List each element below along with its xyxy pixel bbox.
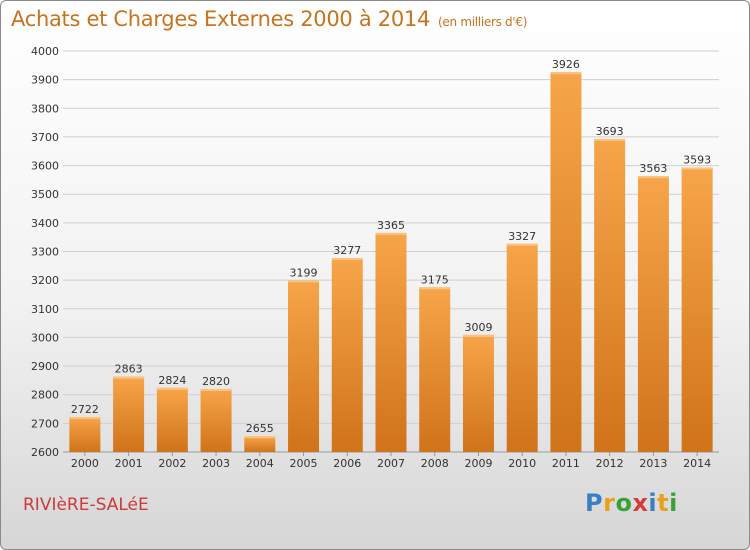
bar-2001 xyxy=(113,376,145,452)
y-tick-label: 3300 xyxy=(31,246,59,259)
y-tick-label: 3700 xyxy=(31,131,59,144)
bar-top-edge xyxy=(550,72,582,75)
data-label: 3199 xyxy=(290,266,318,279)
x-tick-label: 2009 xyxy=(464,457,492,470)
x-tick-label: 2012 xyxy=(596,457,624,470)
y-tick-label: 3800 xyxy=(31,102,59,115)
logo-letter: x xyxy=(632,489,649,517)
logo-letter: i xyxy=(648,489,658,517)
y-tick-label: 2800 xyxy=(31,389,59,402)
y-tick-label: 3500 xyxy=(31,188,59,201)
bar-2011 xyxy=(550,72,582,453)
bar-top-edge xyxy=(637,176,669,179)
logo-letter: o xyxy=(615,489,633,517)
x-tick-label: 2008 xyxy=(421,457,449,470)
bar-top-edge xyxy=(69,417,101,420)
bar-top-edge xyxy=(462,334,494,337)
data-label: 3693 xyxy=(596,125,624,138)
x-tick-label: 2006 xyxy=(333,457,361,470)
bar-2006 xyxy=(331,258,363,452)
x-tick-label: 2000 xyxy=(71,457,99,470)
data-label: 3593 xyxy=(683,154,711,167)
y-tick-label: 3200 xyxy=(31,274,59,287)
x-tick-label: 2003 xyxy=(202,457,230,470)
bar-top-edge xyxy=(375,232,407,235)
bar-2005 xyxy=(288,280,320,452)
bar-top-edge xyxy=(156,387,188,390)
proxiti-logo: Proxiti xyxy=(585,489,678,517)
data-label: 2655 xyxy=(246,422,274,435)
bar-top-edge xyxy=(506,243,538,246)
bar-2012 xyxy=(594,138,626,452)
y-axis: 2600 2700 2800 2900 3000 3100 3200 3300 3400 3500… xyxy=(31,45,59,459)
bar-2007 xyxy=(375,232,407,452)
y-tick-label: 3900 xyxy=(31,74,59,87)
bar-top-edge xyxy=(113,376,145,379)
data-label: 2722 xyxy=(71,403,99,416)
bar-2000 xyxy=(69,417,101,452)
bar-2003 xyxy=(200,388,232,452)
bar-2004 xyxy=(244,436,276,452)
logo-letter: t xyxy=(657,489,670,517)
title-text: Achats et Charges Externes 2000 à 2014 xyxy=(11,7,431,31)
bar-top-edge xyxy=(200,388,232,391)
y-tick-label: 2700 xyxy=(31,417,59,430)
bar-2002 xyxy=(156,387,188,452)
data-label: 3277 xyxy=(333,244,361,257)
bars: 2722 2863 2824 2820 2655 3199 3277 3365 3175 3009… xyxy=(69,58,713,453)
data-label: 3175 xyxy=(421,273,449,286)
bar-2013 xyxy=(637,176,669,452)
x-tick-label: 2010 xyxy=(508,457,536,470)
bar-top-edge xyxy=(594,138,626,141)
bar-top-edge xyxy=(681,167,713,170)
x-tick-label: 2014 xyxy=(683,457,711,470)
x-tick-label: 2004 xyxy=(246,457,274,470)
bar-top-edge xyxy=(419,287,451,290)
x-tick-label: 2005 xyxy=(290,457,318,470)
y-tick-label: 3600 xyxy=(31,160,59,173)
data-label: 2824 xyxy=(158,374,186,387)
data-label: 3563 xyxy=(639,162,667,175)
y-tick-label: 3000 xyxy=(31,331,59,344)
commune-name: RIVIèRE-SALéE xyxy=(23,495,149,515)
y-tick-label: 2900 xyxy=(31,360,59,373)
x-tick-label: 2002 xyxy=(158,457,186,470)
bar-top-edge xyxy=(288,280,320,283)
bar-2014 xyxy=(681,167,713,453)
data-label: 3365 xyxy=(377,219,405,232)
x-tick-label: 2001 xyxy=(115,457,143,470)
logo-letter: i xyxy=(669,489,678,517)
bar-top-edge xyxy=(331,258,363,261)
y-tick-label: 2600 xyxy=(31,446,59,459)
logo-letter: r xyxy=(603,489,616,517)
x-tick-label: 2013 xyxy=(639,457,667,470)
bar-2009 xyxy=(462,334,494,452)
x-tick-label: 2011 xyxy=(552,457,580,470)
logo-letter: P xyxy=(585,489,604,517)
data-label: 3926 xyxy=(552,58,580,71)
y-tick-label: 3400 xyxy=(31,217,59,230)
x-tick-label: 2007 xyxy=(377,457,405,470)
data-label: 3009 xyxy=(464,321,492,334)
bar-2008 xyxy=(419,287,451,452)
unit-label: (en milliers d'€) xyxy=(438,15,528,29)
data-label: 3327 xyxy=(508,230,536,243)
data-label: 2820 xyxy=(202,375,230,388)
y-tick-label: 3100 xyxy=(31,303,59,316)
chart-title: Achats et Charges Externes 2000 à 2014 (e… xyxy=(11,7,527,31)
x-axis: 2000 2001 2002 2003 2004 2005 2006 2007 2008 2009… xyxy=(71,452,711,470)
bar-top-edge xyxy=(244,436,276,439)
y-tick-label: 4000 xyxy=(31,45,59,58)
data-label: 2863 xyxy=(115,363,143,376)
bar-2010 xyxy=(506,243,538,452)
